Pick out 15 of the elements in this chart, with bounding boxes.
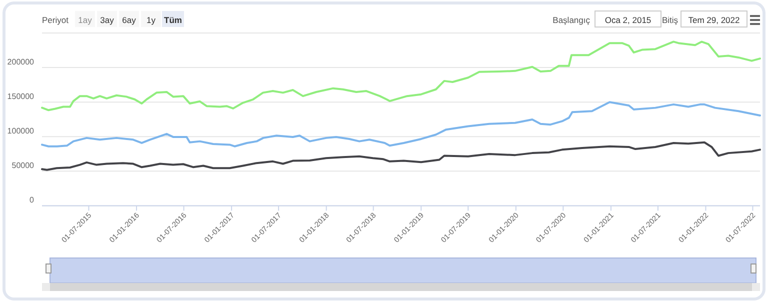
text: Tüm: [164, 15, 182, 25]
y-tick-label: 50000: [12, 161, 35, 170]
text: 1y: [146, 15, 156, 25]
y-tick-label: 200000: [7, 58, 35, 67]
text: 3ay: [100, 15, 115, 25]
text: 6ay: [122, 15, 137, 25]
text: Tem 29, 2022: [688, 15, 740, 25]
text: Periyot: [42, 15, 70, 25]
text: Oca 2, 2015: [604, 15, 652, 25]
y-tick-label: 100000: [7, 126, 35, 136]
y-tick-label: 150000: [7, 92, 35, 102]
text: Başlangıç: [552, 15, 591, 25]
text: Bitiş: [662, 15, 678, 25]
y-tick-label: 0: [30, 196, 35, 205]
text: 1ay: [78, 15, 93, 25]
